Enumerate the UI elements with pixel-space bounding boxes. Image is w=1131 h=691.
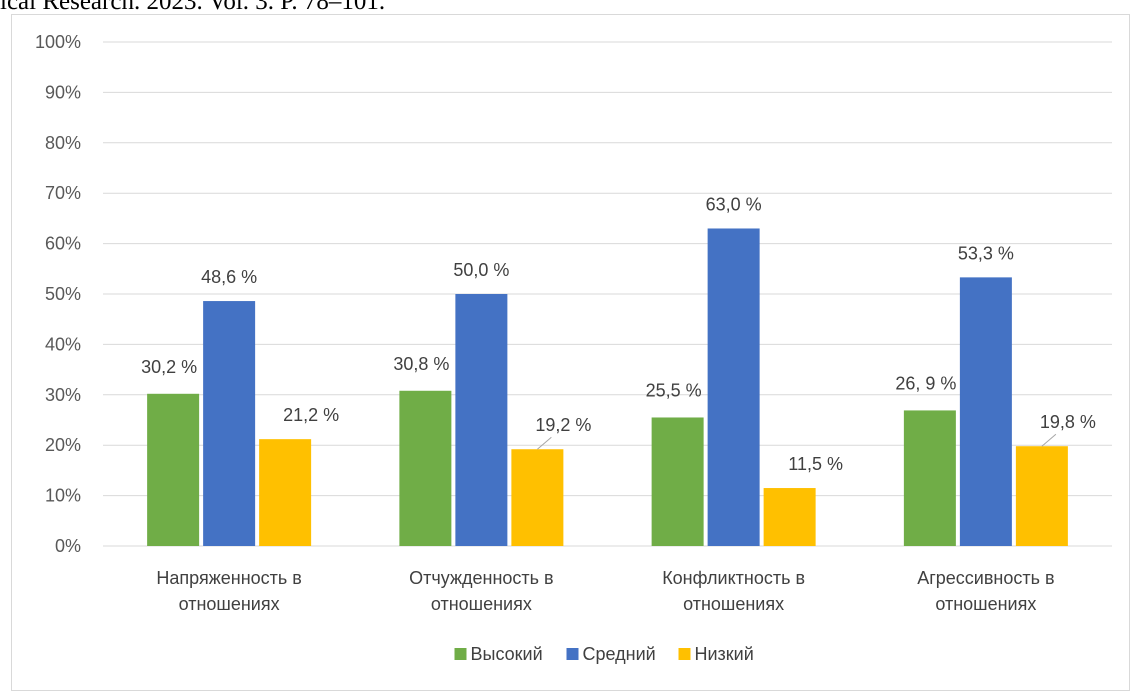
- x-category-label: Напряженность в: [156, 568, 301, 588]
- bar-Низкий: [1015, 446, 1068, 546]
- y-tick-label: 20%: [45, 435, 81, 455]
- bar-Низкий: [511, 449, 564, 546]
- data-label: 26, 9 %: [895, 373, 956, 393]
- leader-line: [537, 436, 552, 450]
- legend-label: Средний: [583, 644, 656, 664]
- bar-Средний: [455, 294, 508, 546]
- x-category-label: Конфликтность в: [662, 568, 805, 588]
- bar-Высокий: [903, 410, 956, 546]
- bar-Высокий: [399, 390, 452, 546]
- bar-Высокий: [651, 417, 704, 546]
- x-category-label: отношениях: [935, 594, 1036, 614]
- data-label: 21,2 %: [283, 405, 339, 425]
- legend-label: Низкий: [695, 644, 754, 664]
- chart-frame: [11, 14, 1130, 691]
- bar-Средний: [707, 228, 760, 547]
- y-tick-label: 40%: [45, 334, 81, 354]
- data-label: 53,3 %: [958, 243, 1014, 263]
- data-label: 11,5 %: [788, 454, 843, 474]
- data-label: 30,8 %: [393, 354, 449, 374]
- x-category-label: Агрессивность в: [917, 568, 1054, 588]
- y-tick-label: 90%: [45, 82, 81, 102]
- data-label: 19,2 %: [535, 415, 591, 435]
- bar-Средний: [959, 277, 1012, 546]
- legend-swatch-Средний: [566, 648, 579, 660]
- bar-Высокий: [147, 393, 200, 546]
- data-label: 63,0 %: [706, 194, 762, 214]
- y-tick-label: 60%: [45, 234, 81, 254]
- y-tick-label: 80%: [45, 133, 81, 153]
- y-tick-label: 30%: [45, 385, 81, 405]
- y-tick-label: 100%: [35, 32, 81, 52]
- data-label: 48,6 %: [201, 267, 257, 287]
- page-header-text: ical Research. 2023. Vol. 3. P. 78–101.: [0, 0, 386, 15]
- x-category-label: отношениях: [431, 594, 532, 614]
- x-category-label: отношениях: [683, 594, 784, 614]
- data-label: 25,5 %: [646, 380, 702, 400]
- legend-label: Высокий: [471, 644, 543, 664]
- y-tick-label: 0%: [55, 536, 81, 556]
- x-category-label: отношениях: [179, 594, 280, 614]
- y-tick-label: 10%: [45, 486, 81, 506]
- leader-line: [1041, 433, 1057, 447]
- x-category-label: Отчужденность в: [409, 568, 553, 588]
- bar-Низкий: [259, 439, 312, 546]
- legend-swatch-Высокий: [454, 648, 467, 660]
- data-label: 30,2 %: [141, 357, 197, 377]
- y-tick-label: 70%: [45, 183, 81, 203]
- legend-swatch-Низкий: [678, 648, 691, 660]
- data-label: 19,8 %: [1040, 412, 1096, 432]
- bar-Средний: [203, 301, 256, 546]
- data-label: 50,0 %: [453, 260, 509, 280]
- y-tick-label: 50%: [45, 284, 81, 304]
- bar-Низкий: [763, 488, 816, 546]
